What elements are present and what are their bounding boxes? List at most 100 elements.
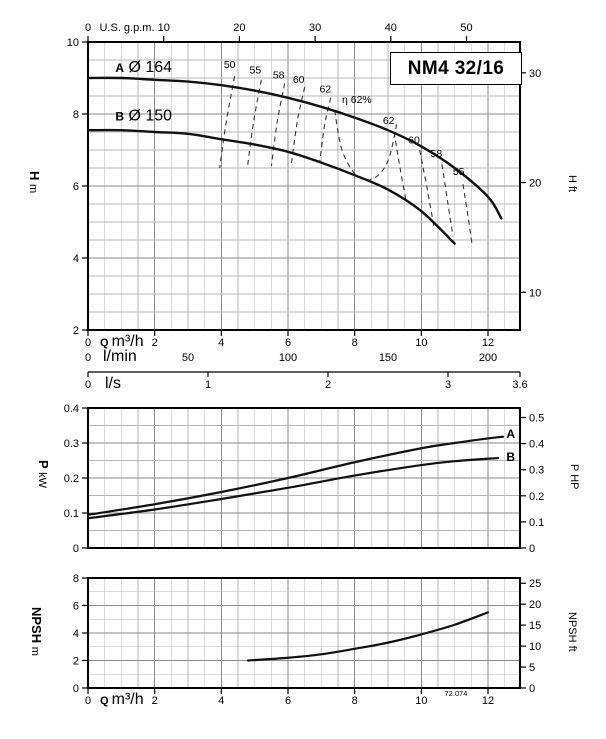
y-axis-right-label: P HP (568, 464, 580, 489)
y-axis-left-label: P kW (36, 460, 51, 489)
tick-label: 50 (460, 22, 472, 34)
efficiency-curve (462, 184, 473, 244)
tick-label: 0 (85, 695, 91, 707)
tick-label: 10 (67, 37, 79, 49)
tick-label: 5 (529, 662, 535, 674)
tspan: Ø 150 (124, 107, 172, 124)
tick-label: 15 (529, 620, 541, 632)
tick-label: 0 (73, 683, 79, 695)
tspan: kW (36, 472, 48, 489)
efficiency-curve (419, 149, 435, 228)
tick-label: 0.3 (64, 438, 79, 450)
tick-label: 12 (482, 695, 494, 707)
tick-label: 8 (73, 109, 79, 121)
tick-label: 10 (415, 695, 427, 707)
chart-npsh: 0 2 4 6 8 NPSH m 0 5 10 15 20 25 NPSH ft 0 2 4 6 8 10 12 Q m… (29, 573, 578, 708)
efficiency-label: 58 (273, 70, 285, 82)
efficiency-curve (219, 76, 236, 169)
tick-label: 10 (529, 287, 541, 299)
tspan: m (27, 184, 39, 193)
tick-label: 0.1 (64, 508, 79, 520)
axis-unit-label: l/s (105, 375, 121, 392)
curve-label-B: B Ø 150 (115, 107, 172, 124)
tick-label: 0.3 (529, 465, 544, 477)
tick-label: 2 (73, 325, 79, 337)
tick-label: 8 (352, 337, 358, 349)
y-axis-right-label: H ft (566, 175, 578, 192)
tick-label: 4 (218, 695, 224, 707)
efficiency-label: 50 (224, 59, 236, 71)
tick-label: 0.2 (64, 473, 79, 485)
tspan: H (27, 171, 42, 184)
tspan: l/min (103, 348, 137, 365)
tspan: NPSH (29, 607, 44, 647)
tspan: A (115, 61, 124, 75)
tick-label: 0.4 (64, 403, 79, 415)
tick-label: 30 (529, 68, 541, 80)
efficiency-curve (270, 83, 286, 167)
tick-label: 25 (529, 578, 541, 590)
tick-label: 6 (73, 181, 79, 193)
tick-label: 3 (445, 379, 451, 391)
tspan: m³/h (112, 691, 144, 708)
tspan: Ø 164 (124, 59, 172, 76)
tick-label: 150 (379, 352, 397, 364)
y-axis-right-label: NPSH ft (566, 612, 578, 652)
tick-label: 10 (529, 641, 541, 653)
efficiency-label: 62 (383, 115, 395, 127)
tick-label: 20 (529, 178, 541, 190)
efficiency-curve (393, 131, 407, 203)
tick-label: 0 (85, 352, 91, 364)
tick-label: 6 (73, 601, 79, 613)
efficiency-curve (441, 164, 454, 237)
tick-label: 30 (309, 22, 321, 34)
catalog-code: 72.074 (444, 689, 468, 698)
efficiency-label: 62 (319, 83, 331, 95)
tick-label: 0 (529, 543, 535, 555)
tick-label: 100 (279, 352, 297, 364)
curve-A (86, 435, 505, 516)
efficiency-label: 60 (293, 74, 305, 86)
tspan: P (36, 460, 51, 472)
tspan: l/s (105, 375, 121, 392)
tspan: B (115, 109, 124, 123)
tspan: H ft (566, 175, 578, 192)
tick-label: 12 (482, 337, 494, 349)
tick-label: 4 (218, 337, 224, 349)
curve-label-A: A (506, 427, 515, 441)
tick-label: 2 (152, 337, 158, 349)
grid (88, 408, 520, 548)
tick-label: 200 (479, 352, 497, 364)
efficiency-curve (246, 79, 262, 169)
tick-label: 4 (73, 628, 79, 640)
tick-label: 6 (285, 695, 291, 707)
tspan: B (506, 450, 515, 464)
tick-label: 8 (352, 695, 358, 707)
tick-label: 0.4 (529, 439, 544, 451)
curve-B (86, 456, 500, 520)
tspan: NPSH ft (566, 612, 578, 652)
axis-unit-label: Q m³/h (100, 333, 144, 350)
tick-label: 40 (385, 22, 397, 34)
tick-label: 0 (529, 683, 535, 695)
efficiency-label: η 62% (342, 94, 372, 106)
axis-unit-label: Q m³/h (100, 691, 144, 708)
axis-unit-label: l/min (103, 348, 137, 365)
tick-label: 0 (85, 22, 91, 34)
tick-label: 0 (85, 379, 91, 391)
tick-label: 50 (182, 352, 194, 364)
tspan: P HP (568, 464, 580, 489)
tick-label: 6 (285, 337, 291, 349)
tick-label: 10 (415, 337, 427, 349)
curve-label-A: A Ø 164 (115, 59, 172, 76)
efficiency-label: 55 (249, 65, 261, 77)
tspan: m³/h (112, 333, 144, 350)
tick-label: 20 (233, 22, 245, 34)
tick-label: 0.1 (529, 517, 544, 529)
tspan: m (29, 647, 41, 656)
y-axis-left-label: NPSH m (29, 607, 44, 656)
tick-label: 0.2 (529, 491, 544, 503)
grid (88, 578, 520, 688)
tick-label: 0.5 (529, 413, 544, 425)
